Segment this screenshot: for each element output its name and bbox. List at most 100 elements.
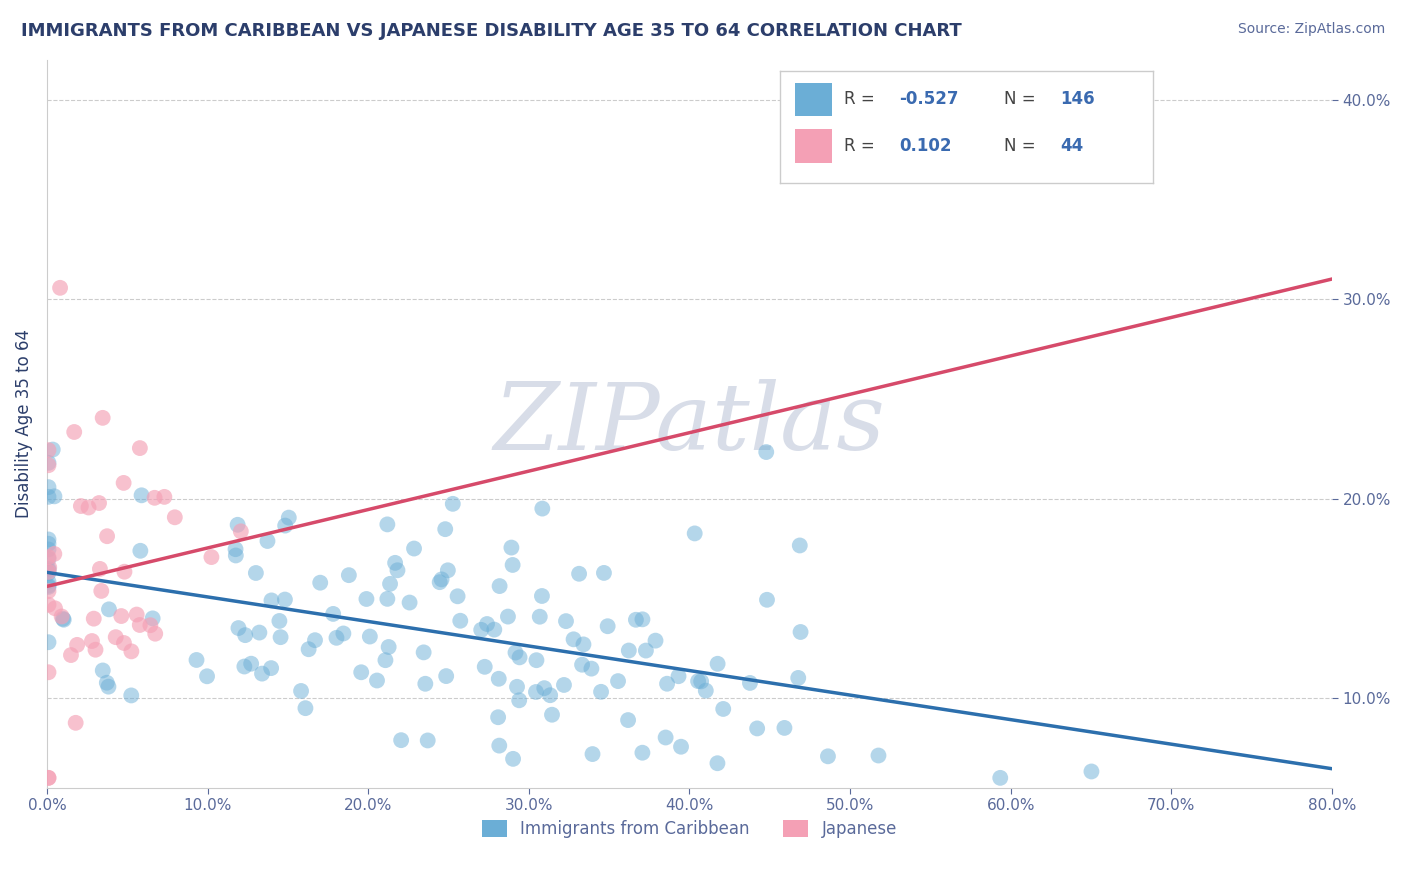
Immigrants from Caribbean [52, 612, 75, 626]
Japanese [66, 638, 89, 652]
Immigrants from Caribbean [488, 672, 510, 686]
Immigrants from Caribbean [505, 646, 527, 660]
Immigrants from Caribbean [607, 674, 630, 689]
Japanese [65, 715, 87, 730]
Immigrants from Caribbean [142, 611, 165, 625]
Immigrants from Caribbean [366, 673, 388, 688]
Japanese [80, 634, 103, 648]
Immigrants from Caribbean [233, 628, 256, 642]
Immigrants from Caribbean [377, 517, 399, 532]
Japanese [37, 565, 59, 579]
Immigrants from Caribbean [755, 445, 778, 459]
Immigrants from Caribbean [617, 713, 640, 727]
Text: R =: R = [844, 90, 880, 108]
Immigrants from Caribbean [337, 568, 360, 582]
Immigrants from Caribbean [988, 771, 1011, 785]
Immigrants from Caribbean [294, 701, 316, 715]
Japanese [84, 642, 107, 657]
Immigrants from Caribbean [572, 637, 595, 651]
Japanese [114, 565, 136, 579]
Text: -0.527: -0.527 [900, 90, 959, 108]
Immigrants from Caribbean [634, 643, 657, 657]
Japanese [90, 583, 112, 598]
Japanese [163, 510, 186, 524]
Japanese [37, 458, 59, 473]
Immigrants from Caribbean [434, 522, 457, 536]
Immigrants from Caribbean [496, 609, 519, 624]
Immigrants from Caribbean [256, 534, 278, 549]
Immigrants from Caribbean [247, 625, 270, 640]
Japanese [128, 441, 150, 455]
Immigrants from Caribbean [509, 650, 531, 665]
Japanese [229, 524, 252, 539]
Immigrants from Caribbean [555, 614, 578, 628]
Immigrants from Caribbean [225, 549, 247, 563]
Immigrants from Caribbean [654, 731, 676, 745]
Legend: Immigrants from Caribbean, Japanese: Immigrants from Caribbean, Japanese [475, 814, 904, 845]
Immigrants from Caribbean [359, 630, 381, 644]
Immigrants from Caribbean [233, 659, 256, 673]
Immigrants from Caribbean [631, 746, 654, 760]
Immigrants from Caribbean [1080, 764, 1102, 779]
Immigrants from Caribbean [398, 595, 420, 609]
Immigrants from Caribbean [506, 680, 529, 694]
Japanese [200, 550, 222, 565]
Immigrants from Caribbean [226, 517, 249, 532]
Japanese [70, 499, 93, 513]
Japanese [91, 410, 114, 425]
Immigrants from Caribbean [470, 623, 492, 637]
Immigrants from Caribbean [529, 609, 551, 624]
Text: ZIPatlas: ZIPatlas [494, 379, 886, 468]
Immigrants from Caribbean [533, 681, 555, 695]
Japanese [51, 609, 73, 624]
Immigrants from Caribbean [706, 657, 728, 671]
Japanese [83, 612, 105, 626]
Immigrants from Caribbean [245, 566, 267, 580]
Immigrants from Caribbean [37, 542, 59, 557]
Immigrants from Caribbean [787, 671, 810, 685]
Immigrants from Caribbean [377, 591, 399, 606]
Immigrants from Caribbean [412, 645, 434, 659]
Immigrants from Caribbean [270, 630, 292, 644]
Immigrants from Caribbean [711, 702, 734, 716]
Immigrants from Caribbean [655, 677, 678, 691]
Immigrants from Caribbean [669, 739, 692, 754]
Immigrants from Caribbean [37, 566, 59, 580]
Japanese [112, 636, 135, 650]
Immigrants from Caribbean [449, 614, 471, 628]
Japanese [49, 281, 72, 295]
Immigrants from Caribbean [260, 593, 283, 607]
Immigrants from Caribbean [387, 563, 409, 577]
Immigrants from Caribbean [96, 675, 118, 690]
Immigrants from Caribbean [526, 653, 548, 667]
Japanese [38, 560, 60, 574]
Immigrants from Caribbean [37, 574, 59, 589]
Japanese [143, 491, 166, 505]
Immigrants from Caribbean [502, 558, 524, 572]
Immigrants from Caribbean [37, 537, 59, 551]
Immigrants from Caribbean [186, 653, 208, 667]
Immigrants from Caribbean [508, 693, 530, 707]
Immigrants from Caribbean [773, 721, 796, 735]
Immigrants from Caribbean [817, 749, 839, 764]
Japanese [37, 550, 59, 565]
Japanese [44, 601, 66, 615]
Text: 44: 44 [1060, 137, 1083, 155]
Japanese [96, 529, 118, 543]
Immigrants from Caribbean [350, 665, 373, 680]
Immigrants from Caribbean [37, 579, 59, 593]
Immigrants from Caribbean [37, 580, 59, 594]
Immigrants from Caribbean [225, 542, 247, 557]
Immigrants from Caribbean [269, 614, 291, 628]
Text: 0.102: 0.102 [900, 137, 952, 155]
Immigrants from Caribbean [402, 541, 425, 556]
Immigrants from Caribbean [747, 722, 769, 736]
Immigrants from Caribbean [37, 490, 59, 504]
Immigrants from Caribbean [502, 752, 524, 766]
Immigrants from Caribbean [290, 684, 312, 698]
Immigrants from Caribbean [434, 669, 457, 683]
Immigrants from Caribbean [706, 756, 728, 771]
Japanese [139, 618, 162, 632]
Immigrants from Caribbean [322, 607, 344, 621]
Immigrants from Caribbean [789, 539, 811, 553]
